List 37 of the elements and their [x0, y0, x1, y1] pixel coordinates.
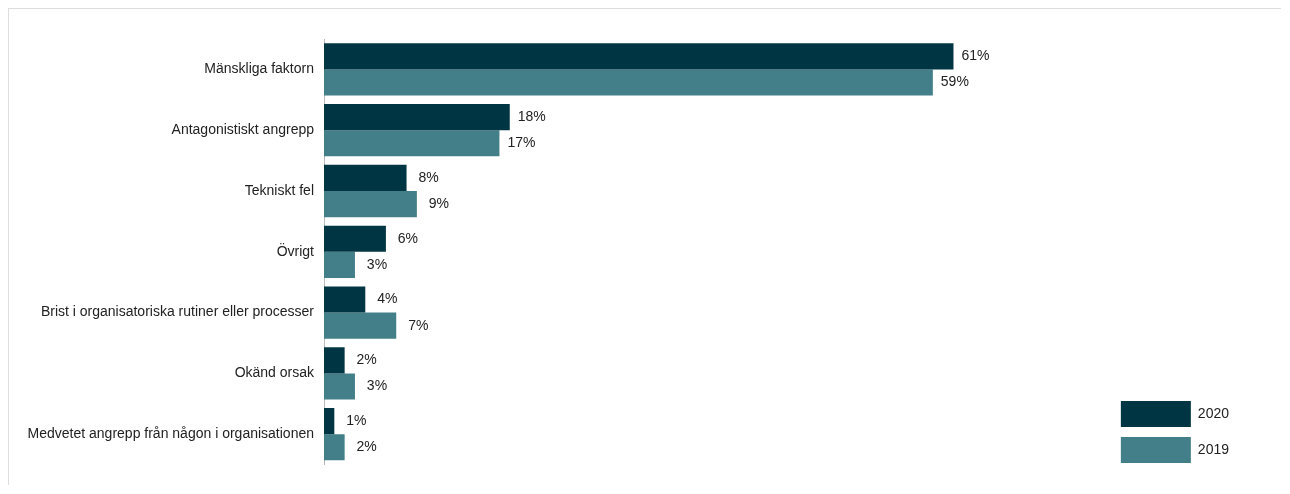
bar: [324, 312, 397, 339]
legend-label: 2020: [1197, 404, 1230, 421]
y-tick-label: Okänd orsak: [234, 364, 315, 381]
data-label: 4%: [377, 290, 398, 307]
y-tick-label: Tekniskt fel: [244, 181, 314, 198]
data-label: 18%: [517, 107, 546, 124]
bar: [324, 130, 500, 157]
bar: [324, 164, 407, 191]
bar: [324, 373, 355, 400]
bar: [324, 286, 366, 313]
y-tick-label: Mänskliga faktorn: [204, 60, 314, 77]
bar: [324, 408, 335, 435]
bar: [324, 69, 933, 96]
bar: [324, 191, 417, 218]
bar: [324, 347, 345, 374]
bar: [324, 251, 355, 278]
data-label: 8%: [418, 168, 439, 185]
data-label: 17%: [507, 134, 536, 151]
data-label: 2%: [356, 351, 377, 368]
data-label: 7%: [408, 316, 429, 333]
legend-label: 2019: [1197, 440, 1230, 457]
y-tick-label: Övrigt: [276, 241, 315, 259]
data-label: 59%: [940, 73, 969, 90]
data-label: 1%: [346, 411, 367, 428]
bar: [324, 225, 386, 252]
data-label: 61%: [961, 47, 990, 64]
data-label: 3%: [366, 377, 388, 394]
bar: [324, 104, 510, 131]
y-tick-label: Antagonistiskt angrepp: [171, 121, 315, 138]
data-label: 2%: [356, 438, 377, 455]
data-label: 6%: [397, 229, 419, 246]
bar: [324, 43, 954, 70]
bar: [324, 434, 345, 461]
y-tick-label: Medvetet angrepp från någon i organisationen: [27, 425, 314, 442]
data-label: 9%: [428, 194, 449, 211]
data-label: 3%: [366, 255, 388, 272]
y-tick-label: Brist i organisatoriska rutiner eller processer: [40, 303, 315, 320]
